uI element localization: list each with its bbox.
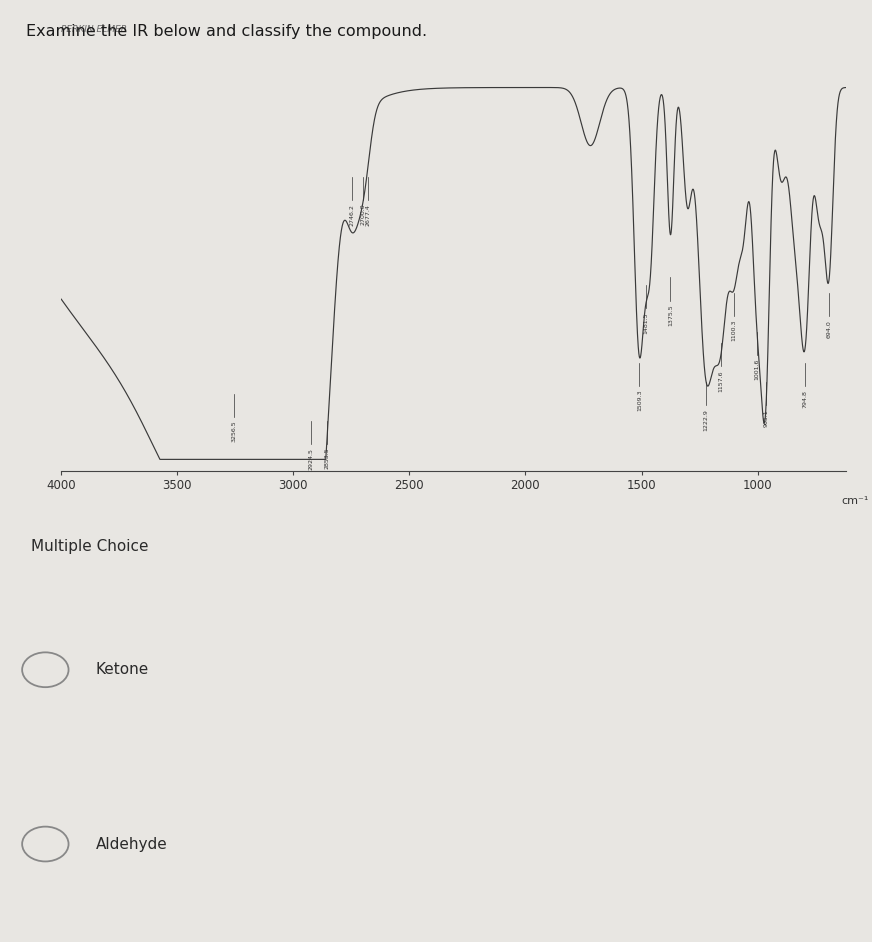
Text: 1222.9: 1222.9: [704, 409, 708, 430]
Text: 965.1: 965.1: [763, 409, 768, 427]
Text: 694.0: 694.0: [826, 320, 831, 337]
Text: 2677.4: 2677.4: [365, 203, 371, 225]
Text: 1481.5: 1481.5: [644, 312, 648, 333]
Text: Examine the IR below and classify the compound.: Examine the IR below and classify the co…: [26, 24, 427, 39]
Text: 2746.2: 2746.2: [350, 203, 355, 225]
Text: 1375.5: 1375.5: [668, 304, 673, 326]
Text: 2700.0: 2700.0: [360, 203, 365, 225]
Text: 1157.6: 1157.6: [719, 370, 724, 392]
Text: Multiple Choice: Multiple Choice: [31, 539, 148, 554]
Text: 2924.5: 2924.5: [309, 447, 313, 470]
Text: Ketone: Ketone: [96, 662, 149, 677]
Text: 2853.5: 2853.5: [324, 447, 330, 469]
Text: 1001.6: 1001.6: [755, 359, 760, 380]
Text: 1100.3: 1100.3: [732, 320, 737, 341]
Text: PERKIN ELMER: PERKIN ELMER: [61, 24, 127, 34]
Text: 794.8: 794.8: [803, 390, 807, 408]
Text: 3256.5: 3256.5: [231, 421, 236, 442]
Text: cm⁻¹: cm⁻¹: [841, 496, 869, 506]
Text: Aldehyde: Aldehyde: [96, 836, 167, 852]
Text: 1509.3: 1509.3: [637, 390, 642, 412]
